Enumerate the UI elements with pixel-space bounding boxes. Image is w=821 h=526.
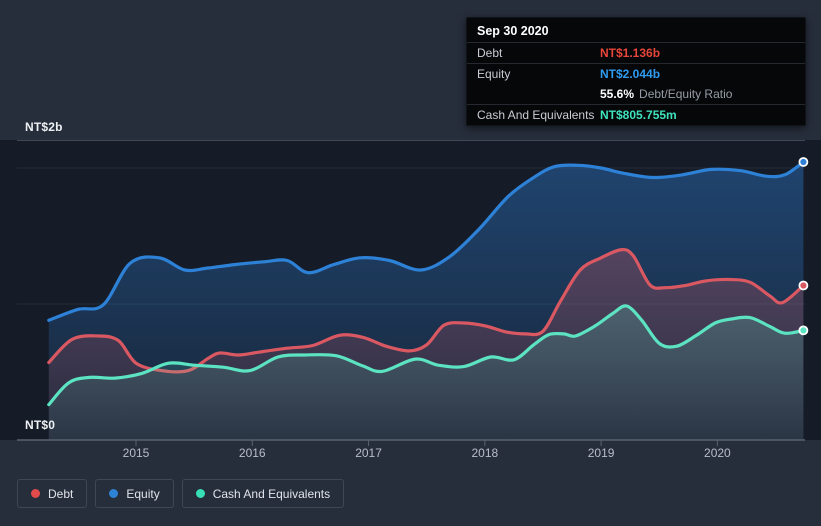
x-axis-year-label: 2015: [122, 446, 150, 460]
y-axis-label-top: NT$2b: [25, 120, 63, 134]
tooltip-equity-row: Equity NT$2.044b: [467, 64, 805, 84]
equity-legend-dot: [109, 489, 119, 498]
x-axis-year-label: 2018: [471, 446, 499, 460]
x-axis-year-label: 2020: [704, 446, 731, 460]
legend-item-cash[interactable]: Cash And Equivalents: [181, 479, 345, 508]
legend-item-equity[interactable]: Equity: [95, 479, 174, 508]
tooltip-ratio-label: Debt/Equity Ratio: [639, 87, 733, 101]
tooltip-ratio-value: 55.6%: [600, 87, 635, 101]
cash-legend-dot: [195, 489, 205, 498]
tooltip-cash-value: NT$805.755m: [600, 108, 677, 122]
y-axis-label-zero: NT$0: [25, 418, 56, 432]
tooltip-equity-label: Equity: [477, 67, 511, 81]
x-axis-year-label: 2017: [355, 446, 382, 460]
legend-item-debt[interactable]: Debt: [17, 479, 88, 508]
debt-legend-dot: [31, 489, 40, 498]
x-axis-year-label: 2016: [238, 446, 266, 460]
tooltip-debt-value: NT$1.136b: [600, 46, 661, 60]
tooltip-cash-row: Cash And Equivalents NT$805.755m: [467, 105, 805, 125]
x-axis-year-label: 2019: [587, 446, 615, 460]
tooltip-debt-label: Debt: [477, 46, 503, 60]
tooltip-ratio-row: 55.6% Debt/Equity Ratio: [467, 84, 805, 105]
tooltip-debt-row: Debt NT$1.136b: [467, 43, 805, 64]
tooltip-date: Sep 30 2020: [467, 18, 805, 43]
tooltip-cash-label: Cash And Equivalents: [477, 108, 595, 122]
date-tooltip: Sep 30 2020 Debt NT$1.136b Equity NT$2.0…: [466, 17, 806, 126]
legend: Debt Equity Cash And Equivalents: [17, 479, 345, 508]
tooltip-equity-value: NT$2.044b: [600, 67, 661, 81]
